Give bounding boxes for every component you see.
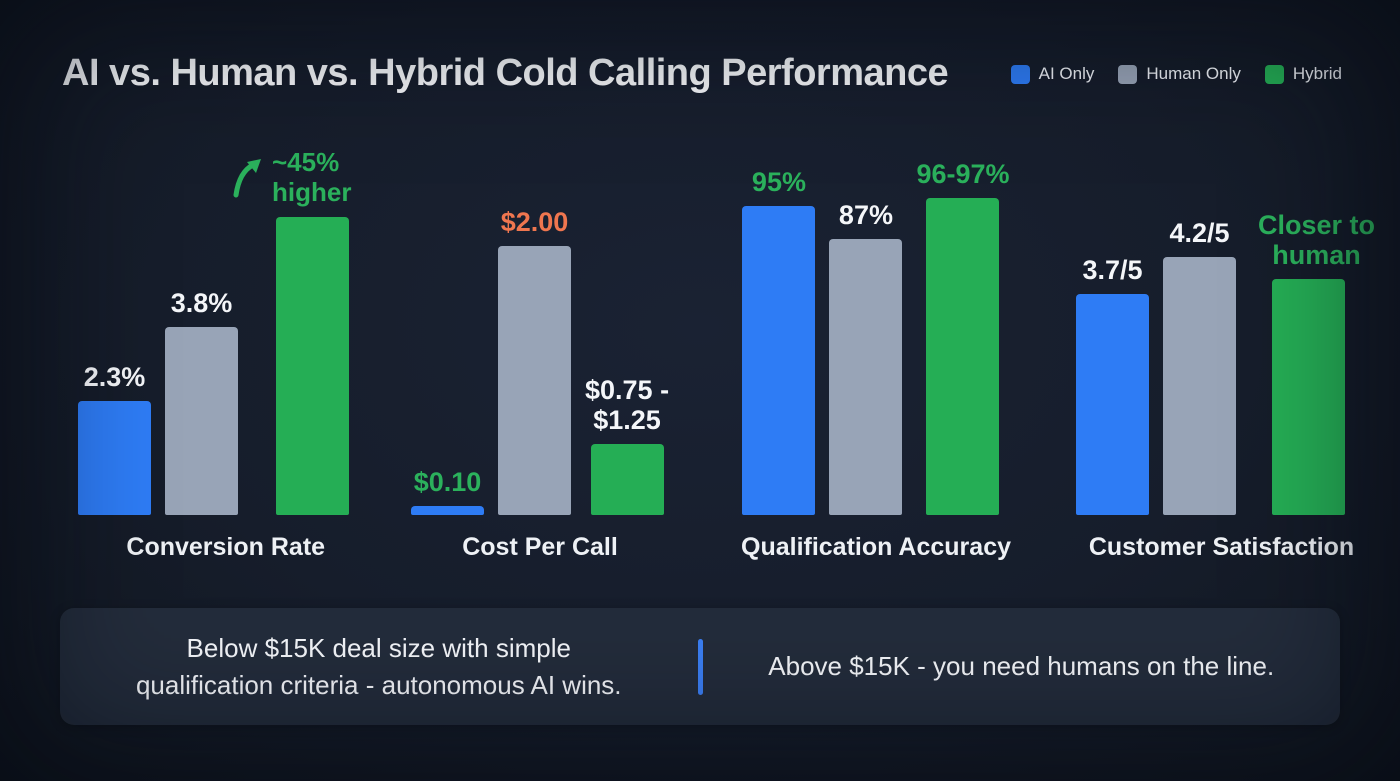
value-label-cost-hybrid: $0.75 - $1.25 (585, 374, 670, 435)
bar-satisfaction-hybrid (1272, 279, 1346, 515)
legend-label-human-only: Human Only (1146, 64, 1241, 83)
bars-row: 3.7/5 4.2/5 Closer to human (1076, 210, 1375, 515)
insight-panel: Below $15K deal size with simple qualifi… (60, 608, 1340, 725)
legend-item-human-only: Human Only (1118, 64, 1241, 84)
legend: AI Only Human Only Hybrid (1010, 64, 1342, 84)
curved-up-arrow-icon (233, 159, 261, 198)
insight-left-line1: Below $15K deal size with simple (186, 632, 571, 663)
legend-swatch-ai-only (1010, 64, 1030, 84)
value-label-cost-ai: $0.10 (413, 466, 482, 497)
bar-group-conversion-rate: 2.3% 3.8% ~45% higher Conversion Rate (78, 147, 373, 562)
bar-cell-satisfaction-ai: 3.7/5 (1076, 255, 1149, 515)
value-label-qualification-ai: 95% (751, 166, 806, 197)
bar-conversion-human-only (165, 327, 238, 515)
bars-row: $0.10 $2.00 $0.75 - $1.25 (411, 207, 669, 515)
legend-label-ai-only: AI Only (1038, 64, 1095, 83)
value-label-conversion-ai: 2.3% (83, 361, 146, 392)
bar-group-customer-satisfaction: 3.7/5 4.2/5 Closer to human Customer Sat… (1076, 210, 1375, 562)
bar-cell-cost-ai: $0.10 (411, 467, 484, 515)
value-label-satisfaction-ai: 3.7/5 (1082, 254, 1143, 285)
bar-cell-satisfaction-hybrid: Closer to human (1250, 210, 1375, 515)
value-label-cost-human: $2.00 (500, 206, 569, 237)
legend-swatch-hybrid (1264, 64, 1284, 84)
divider (697, 638, 703, 695)
category-label-cost-per-call: Cost Per Call (462, 533, 618, 561)
bar-group-cost-per-call: $0.10 $2.00 $0.75 - $1.25 Cost Per Call (411, 207, 669, 562)
category-label-conversion-rate: Conversion Rate (126, 533, 326, 561)
bar-qualification-ai-only (742, 206, 816, 515)
value-label-satisfaction-human: 4.2/5 (1169, 217, 1230, 248)
bar-cost-human-only (498, 246, 571, 515)
legend-label-hybrid: Hybrid (1292, 64, 1342, 83)
insight-left-line2: qualification criteria - autonomous AI w… (135, 669, 622, 700)
annotation-45-percent-higher: ~45% higher (230, 147, 352, 208)
bar-cell-conversion-human: 3.8% (165, 288, 238, 515)
bar-group-qualification-accuracy: 95% 87% 96-97% Qualification Accuracy (741, 159, 1011, 562)
annotation-text: ~45% higher (272, 147, 352, 208)
bar-cell-cost-hybrid: $0.75 - $1.25 (585, 375, 669, 515)
value-label-conversion-human: 3.8% (170, 287, 233, 318)
bars-row: 95% 87% 96-97% (742, 158, 1010, 515)
bar-qualification-hybrid (926, 198, 1000, 515)
value-label-qualification-human: 87% (838, 199, 893, 230)
chart-title: AI vs. Human vs. Hybrid Cold Calling Per… (62, 52, 949, 94)
bar-cell-conversion-hybrid: ~45% higher (233, 147, 373, 515)
legend-item-ai-only: AI Only (1010, 64, 1095, 84)
insight-right-text: Above $15K - you need humans on the line… (768, 651, 1275, 681)
legend-item-hybrid: Hybrid (1264, 64, 1342, 84)
legend-swatch-human-only (1118, 64, 1138, 84)
value-label-qualification-hybrid: 96-97% (916, 158, 1010, 189)
bar-cell-conversion-ai: 2.3% (78, 362, 151, 515)
bar-cell-qualification-ai: 95% (742, 166, 816, 515)
bars-row: 2.3% 3.8% ~45% higher (78, 147, 373, 515)
insight-left-text: Below $15K deal size with simple qualifi… (60, 630, 698, 704)
bar-qualification-human-only (829, 239, 903, 515)
bar-conversion-ai-only (78, 401, 151, 515)
bar-cost-ai-only (411, 506, 484, 515)
bar-satisfaction-ai-only (1076, 294, 1149, 515)
bar-conversion-hybrid (276, 217, 350, 515)
bar-cell-cost-human: $2.00 (498, 207, 571, 515)
bar-cell-qualification-human: 87% (829, 199, 903, 515)
bar-cell-satisfaction-human: 4.2/5 (1163, 218, 1236, 515)
bar-satisfaction-human-only (1163, 257, 1236, 515)
category-label-customer-satisfaction: Customer Satisfaction (1088, 533, 1355, 561)
category-label-qualification-accuracy: Qualification Accuracy (741, 533, 1011, 561)
bar-cell-qualification-hybrid: 96-97% (916, 158, 1010, 515)
bar-cost-hybrid (590, 444, 664, 515)
annotation-closer-to-human: Closer to human (1258, 209, 1376, 270)
